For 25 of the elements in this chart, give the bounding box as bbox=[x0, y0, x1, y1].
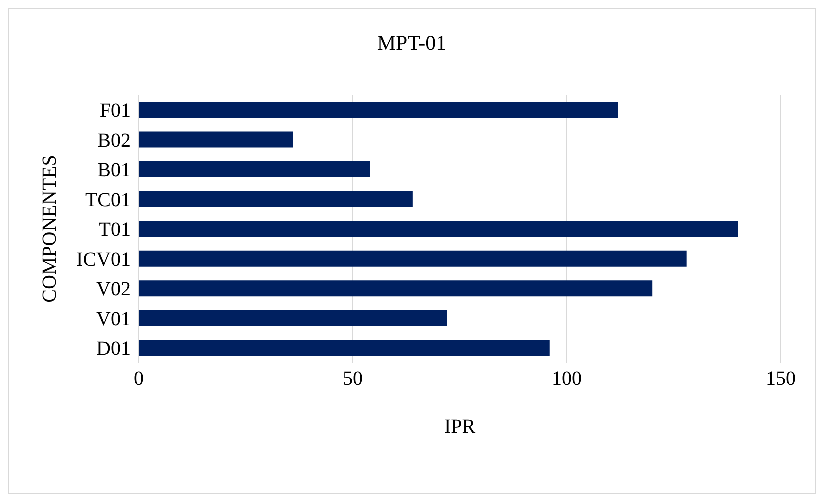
bar bbox=[139, 280, 653, 297]
bar bbox=[139, 162, 370, 178]
x-tick-label: 50 bbox=[343, 368, 363, 390]
y-tick-label: V01 bbox=[96, 308, 131, 330]
chart-title: MPT-01 bbox=[376, 31, 448, 56]
bar bbox=[139, 132, 294, 148]
x-tick-label: 0 bbox=[134, 368, 144, 390]
y-tick-label: ICV01 bbox=[76, 248, 131, 271]
y-axis-title: COMPONENTES bbox=[39, 155, 62, 303]
x-tick-label: 150 bbox=[766, 368, 796, 390]
y-tick-label: B01 bbox=[98, 160, 131, 182]
y-tick-label: TC01 bbox=[85, 189, 131, 212]
y-tick-label: T01 bbox=[98, 219, 131, 242]
bar bbox=[139, 191, 413, 208]
x-axis-title: IPR bbox=[444, 416, 476, 438]
y-tick-label: B02 bbox=[98, 130, 131, 152]
y-tick-label: F01 bbox=[100, 100, 131, 122]
bar bbox=[139, 102, 618, 118]
bar bbox=[139, 340, 550, 356]
y-tick-label: V02 bbox=[96, 278, 131, 301]
bar bbox=[139, 250, 687, 267]
bar bbox=[139, 310, 448, 326]
y-tick-label: D01 bbox=[96, 338, 131, 360]
x-tick-label: 100 bbox=[552, 368, 582, 390]
bar bbox=[139, 221, 738, 238]
